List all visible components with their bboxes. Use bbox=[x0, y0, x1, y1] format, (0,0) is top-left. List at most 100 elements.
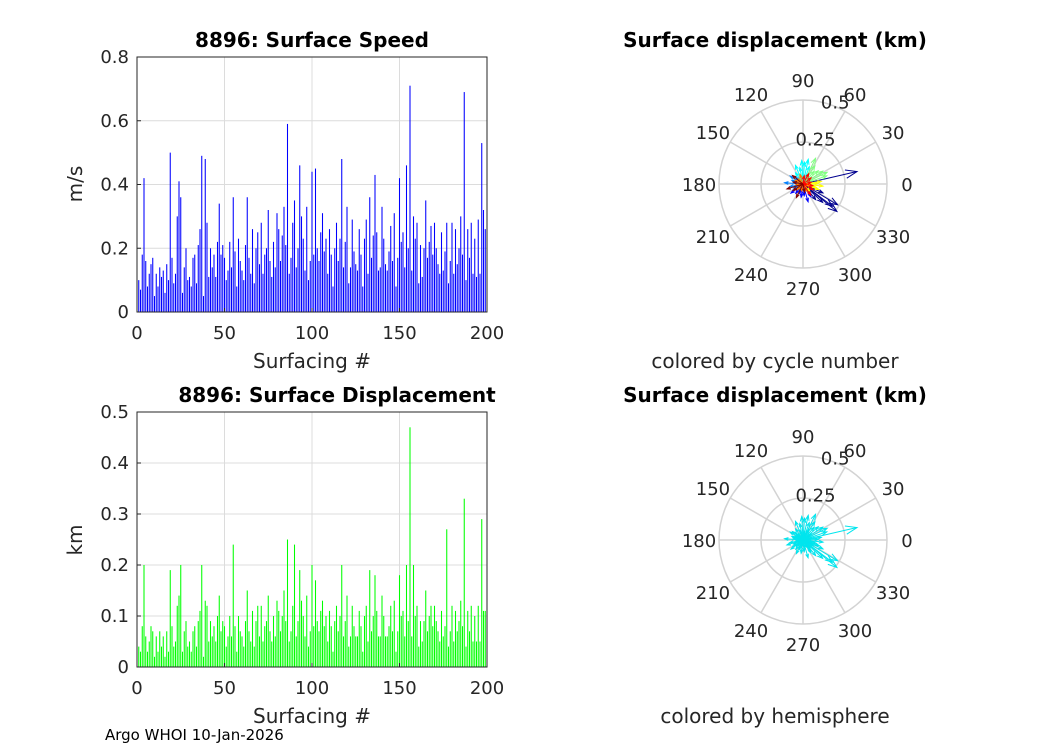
speed-bar bbox=[404, 267, 406, 312]
speed-bar bbox=[418, 283, 420, 312]
compass-cycle-vector-head bbox=[817, 196, 824, 204]
compass-hemisphere-vector-head bbox=[805, 528, 810, 534]
displacement-bar bbox=[479, 641, 481, 667]
compass-cycle-vector bbox=[802, 181, 813, 185]
speed-bar bbox=[164, 292, 166, 312]
speed-bar bbox=[405, 165, 408, 312]
speed-chart-title: 8896: Surface Speed bbox=[195, 28, 429, 52]
speed-y-tick-label: 0.6 bbox=[100, 111, 129, 132]
speed-bar bbox=[318, 261, 320, 312]
displacement-bar bbox=[162, 636, 164, 667]
speed-x-axis-label: Surfacing # bbox=[253, 349, 371, 373]
compass-hemisphere-vector-shaft bbox=[786, 539, 804, 546]
displacement-bar bbox=[281, 616, 283, 667]
speed-bar bbox=[264, 254, 266, 312]
displacement-bar bbox=[229, 616, 231, 667]
speed-bar bbox=[397, 257, 399, 312]
displacement-bar bbox=[141, 626, 143, 667]
displacement-bar bbox=[323, 626, 325, 667]
compass-hemisphere-vector-shaft bbox=[802, 539, 814, 543]
compass-cycle-vector-head bbox=[806, 165, 810, 171]
compass-cycle-vector-head bbox=[817, 170, 824, 176]
speed-bar bbox=[446, 222, 448, 312]
speed-bar bbox=[470, 222, 472, 312]
speed-bar bbox=[400, 241, 402, 312]
displacement-bar bbox=[269, 631, 271, 667]
displacement-bar bbox=[197, 621, 199, 667]
speed-bar bbox=[321, 213, 324, 312]
displacement-bar bbox=[206, 605, 208, 667]
compass-cycle-vector-head bbox=[785, 186, 791, 190]
displacement-bar bbox=[433, 605, 436, 667]
speed-bar bbox=[258, 264, 261, 312]
speed-bar bbox=[162, 270, 164, 312]
speed-bar bbox=[475, 276, 478, 312]
displacement-x-tick-label: 50 bbox=[213, 678, 236, 699]
compass-hemisphere-vector-head bbox=[807, 547, 812, 553]
compass-cycle-vector-head bbox=[802, 188, 806, 194]
compass-cycle-vector-head bbox=[827, 202, 839, 213]
compass-hemisphere-vector-head bbox=[817, 552, 824, 560]
speed-bar bbox=[185, 248, 187, 312]
displacement-bar bbox=[395, 651, 397, 667]
displacement-bar bbox=[321, 600, 324, 667]
compass-hemisphere-spoke bbox=[760, 539, 804, 614]
speed-bar bbox=[409, 85, 411, 312]
compass-hemisphere-radius-label: 0.25 bbox=[795, 486, 835, 507]
speed-bar bbox=[383, 238, 385, 312]
compass-hemisphere-vector-shaft bbox=[792, 539, 804, 547]
speed-bar bbox=[201, 155, 203, 312]
speed-x-tick-label: 200 bbox=[470, 323, 504, 344]
compass-cycle-vector bbox=[802, 183, 812, 197]
compass-hemisphere-vector bbox=[802, 537, 813, 541]
compass-hemisphere-vector-shaft bbox=[792, 531, 804, 541]
compass-hemisphere-vector-head bbox=[806, 521, 810, 527]
displacement-bar bbox=[327, 641, 329, 667]
displacement-bar bbox=[267, 595, 269, 667]
compass-hemisphere-vector-head bbox=[821, 527, 829, 533]
displacement-bar bbox=[475, 641, 478, 667]
speed-bar bbox=[323, 251, 325, 312]
compass-hemisphere-vector-shaft bbox=[795, 539, 804, 554]
displacement-bar bbox=[379, 636, 381, 667]
speed-bar bbox=[474, 238, 476, 312]
displacement-bar bbox=[383, 616, 385, 667]
speed-bar bbox=[363, 238, 366, 312]
displacement-bar bbox=[414, 616, 416, 667]
compass-cycle-vector bbox=[802, 175, 829, 185]
compass-cycle-vector-head bbox=[805, 197, 809, 204]
displacement-bar bbox=[318, 631, 320, 667]
displacement-bar bbox=[278, 610, 280, 667]
speed-bar bbox=[292, 222, 294, 312]
speed-bar bbox=[468, 257, 471, 312]
displacement-bar bbox=[211, 636, 213, 667]
compass-cycle-vector-shaft bbox=[792, 175, 804, 185]
speed-bar bbox=[481, 143, 483, 312]
speed-bar bbox=[461, 254, 464, 312]
speed-bar bbox=[197, 245, 199, 312]
speed-bar bbox=[327, 273, 329, 312]
speed-bar bbox=[460, 216, 462, 312]
displacement-bar bbox=[220, 631, 222, 667]
speed-bar bbox=[262, 273, 264, 312]
speed-bar bbox=[353, 251, 355, 312]
speed-bar bbox=[372, 235, 374, 312]
compass-hemisphere-angle-label: 240 bbox=[734, 621, 768, 642]
compass-hemisphere-vector-head bbox=[794, 545, 800, 551]
speed-bar bbox=[141, 254, 143, 312]
compass-hemisphere-vector-head bbox=[813, 525, 820, 531]
compass-cycle-spoke bbox=[802, 141, 877, 185]
speed-bar bbox=[237, 238, 240, 312]
speed-bar bbox=[442, 270, 444, 312]
displacement-y-tick-label: 0 bbox=[118, 657, 129, 678]
speed-bar bbox=[227, 270, 229, 312]
displacement-x-tick-label: 150 bbox=[382, 678, 416, 699]
displacement-bar bbox=[355, 636, 357, 667]
displacement-bar bbox=[465, 646, 467, 667]
compass-hemisphere-vector bbox=[802, 539, 815, 547]
compass-cycle-vector-shaft bbox=[786, 183, 804, 190]
speed-bar bbox=[234, 251, 236, 312]
compass-hemisphere-vector-shaft bbox=[793, 537, 804, 541]
displacement-bar bbox=[337, 631, 339, 667]
displacement-bar bbox=[265, 621, 268, 667]
